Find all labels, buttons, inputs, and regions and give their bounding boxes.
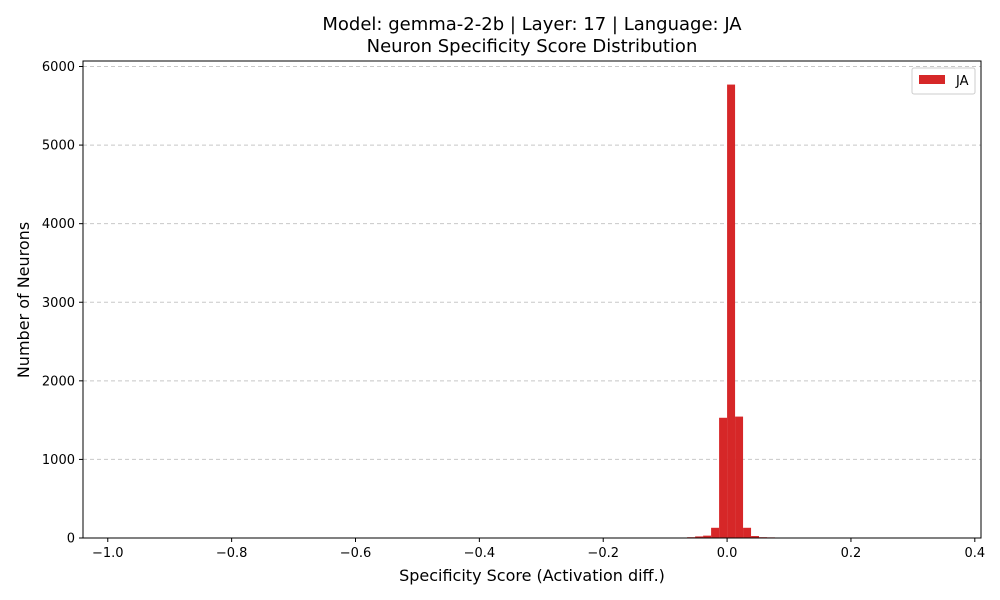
histogram-bar [751, 536, 760, 538]
histogram-bar [695, 536, 704, 538]
x-tick-label: 0.4 [964, 546, 985, 561]
x-tick-label: 0.2 [841, 546, 862, 561]
legend: JA [911, 67, 976, 95]
x-tick-label: −0.8 [216, 546, 248, 561]
y-tick-label: 6000 [42, 60, 75, 75]
x-tick-label: −1.0 [92, 546, 124, 561]
x-tick-label: −0.4 [464, 546, 496, 561]
y-tick-label: 5000 [42, 139, 75, 154]
x-axis-label: Specificity Score (Activation diff.) [399, 566, 665, 585]
histogram-bar [703, 535, 712, 538]
histogram-bar [711, 527, 720, 538]
x-tick-label: 0.0 [717, 546, 738, 561]
y-tick-label: 4000 [42, 217, 75, 232]
x-tick-label: −0.2 [587, 546, 619, 561]
x-tick-label: −0.6 [340, 546, 372, 561]
histogram-bar [719, 417, 728, 538]
chart-title-line2: Neuron Specificity Score Distribution [367, 36, 698, 57]
y-axis-label: Number of Neurons [14, 222, 33, 378]
chart-title-line1: Model: gemma-2-2b | Layer: 17 | Language… [322, 14, 742, 35]
plot-frame [82, 60, 982, 539]
y-tick-label: 2000 [42, 374, 75, 389]
histogram-bar [735, 416, 744, 538]
histogram-bar [727, 84, 736, 539]
legend-swatch-ja [919, 75, 945, 84]
y-tick-label: 3000 [42, 296, 75, 311]
y-tick-label: 0 [67, 532, 75, 547]
histogram-bar [743, 527, 752, 538]
y-grid-lines [83, 66, 981, 460]
y-axis-ticks: 0 1000 2000 3000 4000 5000 6000 [42, 60, 83, 547]
y-tick-label: 1000 [42, 453, 75, 468]
x-axis-ticks: −1.0 −0.8 −0.6 −0.4 −0.2 0.0 0.2 0.4 [92, 538, 985, 561]
legend-label-ja: JA [955, 74, 969, 89]
